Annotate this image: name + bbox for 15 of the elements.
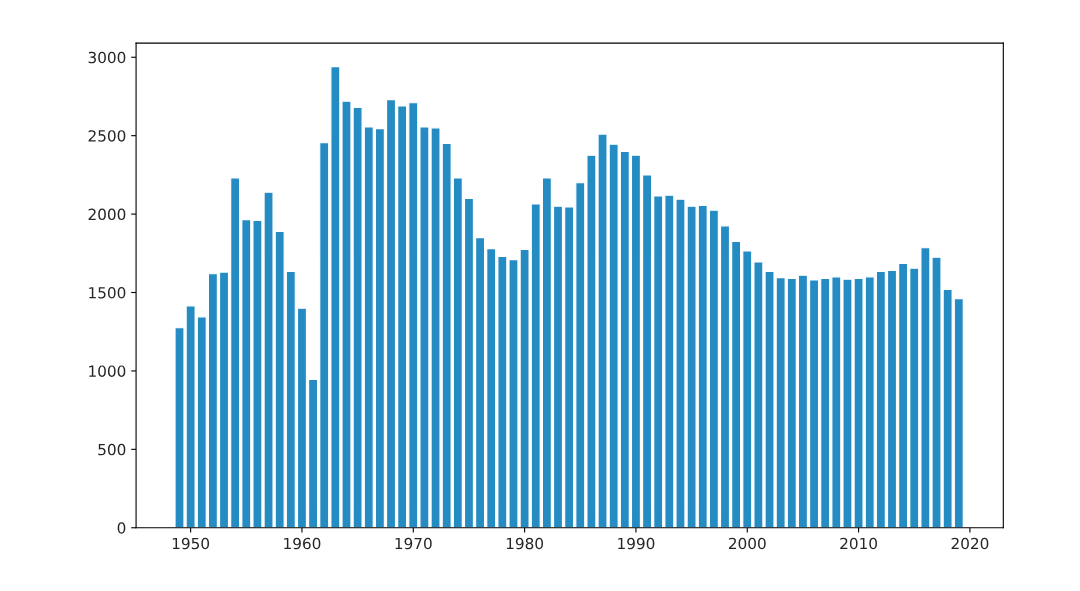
y-tick-label: 1000: [89, 365, 126, 377]
x-tick-label: 2000: [728, 537, 766, 550]
y-tick-label: 0: [117, 522, 126, 534]
x-tick-label: 1990: [618, 537, 655, 550]
y-tick-label: 3000: [88, 51, 126, 64]
y-tick-label: 2000: [88, 208, 126, 221]
x-tick-label: 1950: [172, 537, 210, 550]
x-tick-label: 2010: [840, 537, 878, 550]
y-tick-label: 500: [98, 443, 126, 456]
y-tick-label: 2500: [88, 130, 126, 142]
x-tick-label: 1980: [506, 537, 544, 550]
x-tick-label: 1960: [284, 537, 321, 550]
x-tick-label: 2020: [951, 537, 989, 550]
x-tick-label: 1970: [395, 537, 432, 550]
y-tick-label: 1500: [89, 286, 126, 299]
